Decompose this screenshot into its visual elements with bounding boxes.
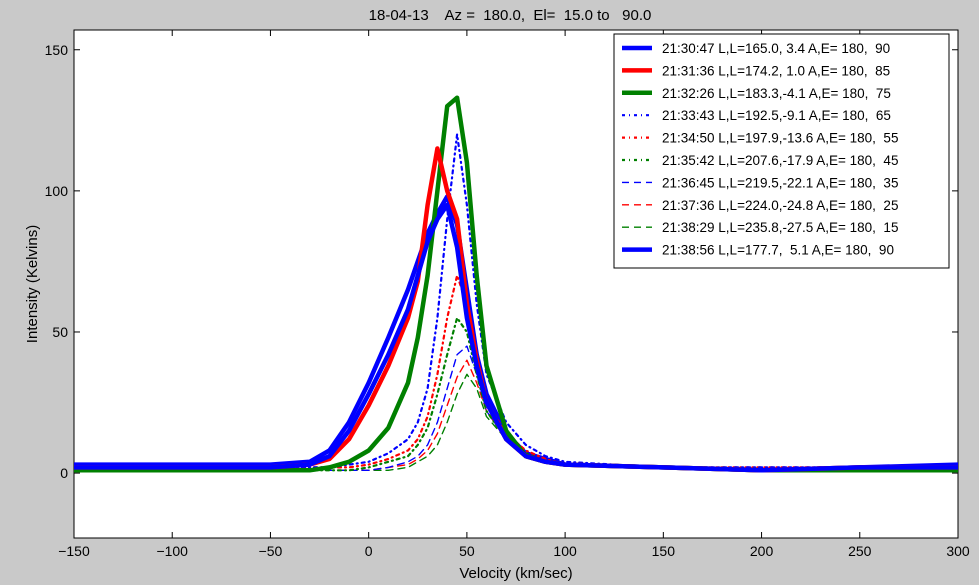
- x-tick-label: −150: [58, 543, 90, 559]
- y-axis-label: Intensity (Kelvins): [24, 225, 41, 343]
- x-tick-label: 150: [652, 543, 676, 559]
- x-tick-label: 250: [848, 543, 872, 559]
- legend-entry: 21:31:36 L,L=174.2, 1.0 A,E= 180, 85: [662, 63, 890, 78]
- legend-entry: 21:36:45 L,L=219.5,-22.1 A,E= 180, 35: [662, 175, 898, 190]
- legend-entry: 21:30:47 L,L=165.0, 3.4 A,E= 180, 90: [662, 41, 890, 56]
- series-line-1: [74, 202, 958, 473]
- x-tick-label: 0: [365, 543, 373, 559]
- axis-layer: −150 −100 −50 0 50 100 150 200 250 300 0 50 100 150: [45, 30, 970, 559]
- chart-title: 18-04-13 Az = 180.0, El= 15.0 to 90.0: [369, 7, 652, 24]
- series-line-6: [74, 316, 958, 472]
- legend-entry: 21:37:36 L,L=224.0,-24.8 A,E= 180, 25: [662, 198, 898, 213]
- y-tick-label: 150: [45, 42, 69, 58]
- x-tick-label: −100: [156, 543, 188, 559]
- y-tick-label: 50: [52, 324, 68, 340]
- legend-box: [613, 33, 950, 269]
- x-tick-label: 100: [553, 543, 577, 559]
- x-tick-label: 50: [459, 543, 475, 559]
- legend-entry: 21:38:29 L,L=235.8,-27.5 A,E= 180, 15: [662, 220, 898, 235]
- series-layer: [74, 95, 958, 473]
- legend-entry: 21:32:26 L,L=183.3,-4.1 A,E= 180, 75: [662, 86, 891, 101]
- x-tick-label: −50: [259, 543, 283, 559]
- legend: 21:30:47 L,L=165.0, 3.4 A,E= 180, 90 21:3…: [613, 33, 950, 269]
- y-tick-label: 0: [60, 465, 68, 481]
- legend-entry: 21:38:56 L,L=177.7, 5.1 A,E= 180, 90: [662, 243, 894, 258]
- x-tick-label: 300: [946, 543, 970, 559]
- x-axis-label: Velocity (km/sec): [459, 565, 572, 582]
- x-tick-label: 200: [750, 543, 774, 559]
- legend-entry: 21:33:43 L,L=192.5,-9.1 A,E= 180, 65: [662, 108, 891, 123]
- y-tick-label: 100: [45, 183, 69, 199]
- legend-entry: 21:34:50 L,L=197.9,-13.6 A,E= 180, 55: [662, 131, 898, 146]
- legend-entry: 21:35:42 L,L=207.6,-17.9 A,E= 180, 45: [662, 153, 898, 168]
